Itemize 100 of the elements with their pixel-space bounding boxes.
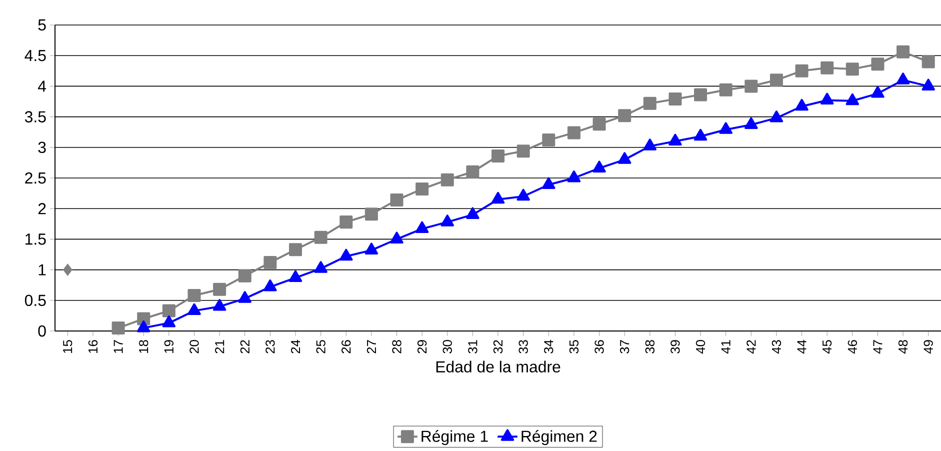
y-tick-label: 3	[38, 142, 46, 154]
point	[213, 282, 226, 296]
y-tick-label: 4	[38, 80, 46, 92]
point	[922, 55, 935, 68]
point	[871, 58, 884, 71]
x-tick-label: 39	[670, 340, 680, 354]
point	[770, 74, 783, 87]
x-tick-label: 33	[518, 340, 528, 354]
point	[288, 270, 302, 282]
x-tick-label: 37	[620, 340, 630, 354]
legend-label: Régimen 2	[522, 430, 597, 446]
point	[238, 291, 252, 303]
point	[846, 62, 859, 76]
x-tick-label: 34	[544, 340, 554, 354]
x-tick-label: 26	[342, 340, 351, 354]
point	[567, 126, 580, 140]
y-tick-label: 4.5	[24, 50, 46, 62]
point	[162, 316, 176, 328]
point	[744, 80, 758, 93]
x-tick-label: 30	[442, 340, 452, 354]
point	[162, 304, 176, 318]
y-tick-label: 1.5	[26, 234, 46, 245]
y-tick-label: 2	[38, 203, 46, 214]
point	[466, 207, 480, 219]
x-tick-label: 17	[114, 340, 123, 353]
x-tick-label: 28	[392, 340, 402, 354]
point	[795, 64, 808, 78]
x-tick-label: 15	[63, 340, 72, 353]
point	[643, 96, 656, 110]
point	[719, 83, 732, 96]
point	[668, 92, 682, 106]
x-tick-label: 36	[594, 340, 604, 354]
x-tick-label: 40	[696, 340, 706, 354]
x-tick-label: 41	[721, 340, 730, 354]
point	[390, 194, 404, 207]
point	[339, 248, 353, 261]
x-tick-label: 22	[240, 340, 250, 354]
point	[440, 173, 454, 186]
point	[871, 86, 884, 98]
point	[592, 160, 606, 172]
point	[416, 182, 429, 196]
point	[264, 256, 277, 269]
point	[516, 188, 530, 201]
x-tick-label: 44	[797, 340, 806, 354]
point	[364, 208, 378, 221]
x-tick-label: 32	[493, 340, 503, 354]
point	[415, 221, 429, 234]
x-axis-title: Edad de la madre	[436, 360, 560, 372]
x-tick-label: 18	[139, 340, 148, 353]
point	[542, 134, 556, 147]
y-tick-label: 0	[38, 325, 46, 337]
point	[516, 144, 530, 158]
point	[188, 303, 201, 316]
y-tick-label: 5	[38, 19, 46, 31]
point	[466, 165, 480, 178]
point	[212, 299, 226, 311]
point	[314, 261, 328, 273]
point	[62, 264, 72, 276]
point	[264, 279, 277, 292]
point	[238, 269, 252, 282]
x-tick-label: 31	[468, 340, 478, 354]
point	[492, 149, 505, 162]
point	[846, 93, 860, 106]
point	[694, 88, 708, 102]
x-tick-label: 24	[290, 340, 300, 354]
x-tick-label: 49	[924, 340, 933, 354]
x-tick-label: 48	[898, 340, 908, 354]
point	[364, 242, 378, 254]
point	[770, 110, 784, 122]
x-tick-label: 35	[569, 340, 579, 354]
x-tick-label: 38	[645, 340, 654, 354]
point	[567, 170, 581, 182]
x-tick-label: 23	[266, 340, 275, 354]
point	[694, 128, 708, 141]
x-tick-label: 47	[873, 340, 882, 354]
point	[618, 152, 632, 164]
point	[592, 118, 606, 131]
point	[491, 192, 505, 204]
x-tick-label: 20	[190, 340, 199, 354]
point	[922, 78, 935, 90]
y-tick-label: 3.5	[24, 111, 46, 122]
x-tick-label: 43	[772, 340, 782, 354]
x-tick-label: 45	[822, 340, 832, 354]
point	[136, 320, 150, 332]
x-tick-label: 27	[366, 340, 376, 354]
y-tick-label: 2.5	[25, 172, 46, 184]
point	[820, 61, 834, 74]
point	[314, 230, 328, 244]
x-tick-label: 21	[215, 340, 224, 354]
point	[288, 243, 302, 256]
x-tick-label: 16	[88, 340, 98, 353]
x-tick-label: 46	[848, 340, 857, 354]
point	[896, 72, 910, 84]
point	[643, 138, 657, 150]
x-tick-label: 25	[316, 340, 326, 354]
point	[744, 117, 758, 130]
point	[795, 98, 808, 111]
point	[390, 232, 404, 244]
x-tick-label: 19	[164, 340, 174, 353]
y-tick-label: 0.5	[24, 294, 46, 306]
